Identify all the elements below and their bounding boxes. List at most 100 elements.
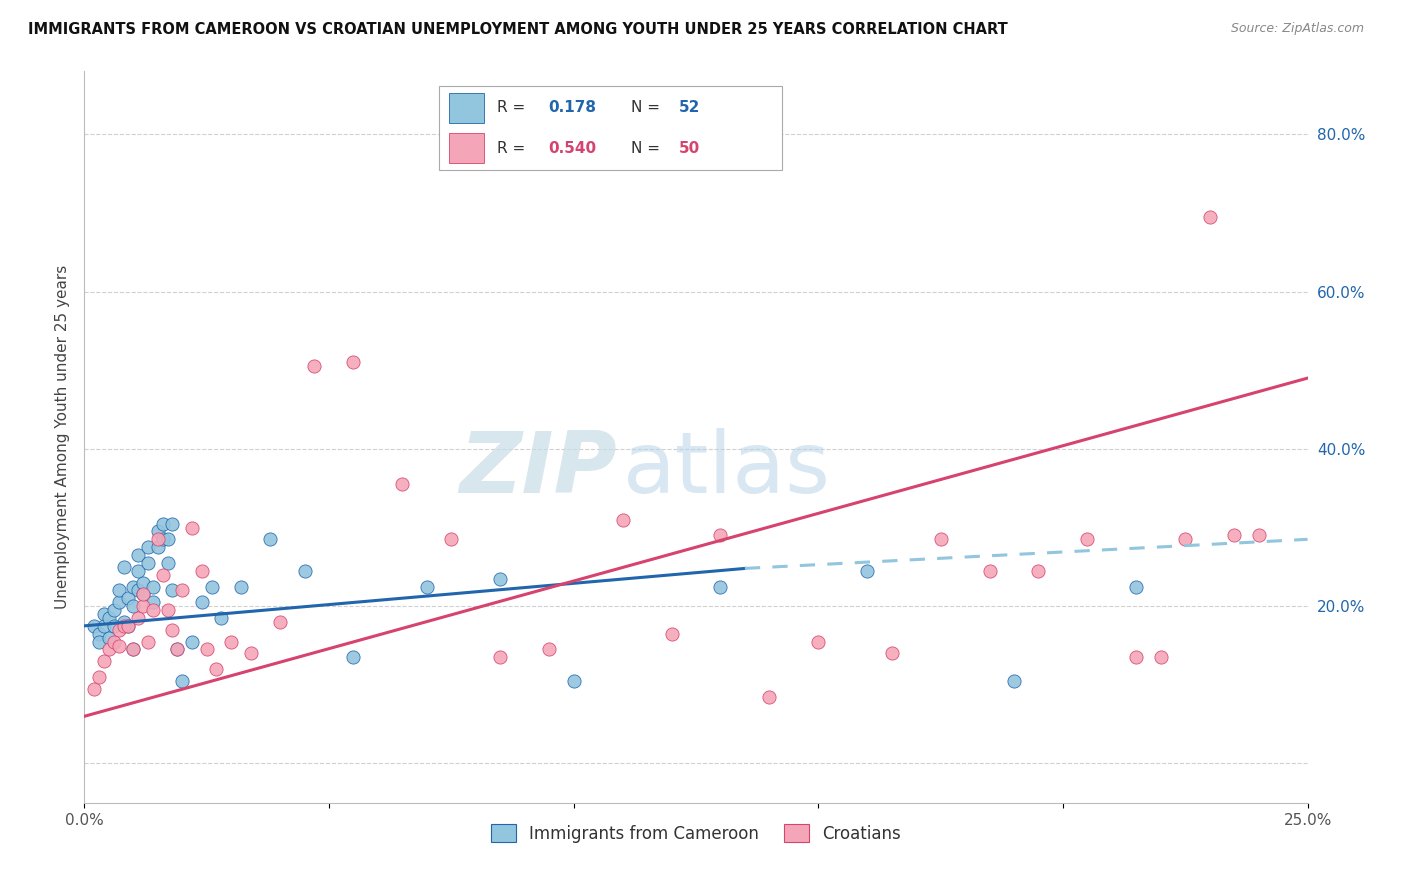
Point (146, 540, 169, 554)
Point (112, 559, 135, 574)
Point (107, 583, 129, 598)
Point (162, 583, 184, 598)
Y-axis label: Unemployment Among Youth under 25 years: Unemployment Among Youth under 25 years (55, 265, 70, 609)
Point (661, 626, 683, 640)
Point (107, 623, 129, 637)
Point (1198, 210, 1220, 224)
Point (979, 564, 1001, 578)
Point (142, 603, 165, 617)
Point (205, 662, 228, 676)
Point (93, 607, 115, 621)
Point (103, 619, 125, 633)
Point (1174, 533, 1197, 547)
Point (562, 673, 585, 688)
Point (156, 533, 179, 547)
Point (97, 611, 120, 625)
Point (181, 520, 204, 534)
Point (612, 513, 634, 527)
Point (269, 615, 291, 629)
Point (1125, 580, 1147, 594)
Point (709, 528, 731, 542)
Point (880, 646, 903, 660)
Point (103, 603, 125, 617)
Point (117, 619, 139, 633)
Point (1247, 528, 1270, 542)
Point (132, 587, 155, 601)
Point (856, 564, 879, 578)
Point (391, 477, 413, 491)
Point (166, 642, 188, 657)
Point (93, 654, 115, 668)
Point (97, 631, 120, 645)
Point (156, 556, 179, 570)
Point (127, 564, 149, 578)
Legend: Immigrants from Cameroon, Croatians: Immigrants from Cameroon, Croatians (484, 818, 908, 849)
Point (1223, 528, 1246, 542)
Point (416, 580, 439, 594)
Point (929, 533, 952, 547)
Point (156, 603, 179, 617)
Point (146, 524, 169, 539)
Text: atlas: atlas (623, 428, 831, 511)
Point (83, 619, 105, 633)
Point (709, 580, 731, 594)
Point (122, 642, 145, 657)
Point (107, 639, 129, 653)
Point (342, 355, 364, 369)
Point (181, 634, 204, 648)
Point (191, 595, 214, 609)
Point (127, 583, 149, 598)
Text: ZIP: ZIP (458, 428, 616, 511)
Point (162, 516, 184, 531)
Point (132, 587, 155, 601)
Point (127, 548, 149, 562)
Point (152, 567, 174, 582)
Point (136, 634, 159, 648)
Point (87, 670, 110, 684)
Point (1002, 673, 1025, 688)
Point (538, 642, 561, 657)
Point (132, 599, 155, 614)
Point (112, 615, 135, 629)
Point (122, 580, 145, 594)
Point (142, 580, 165, 594)
Point (191, 564, 214, 578)
Point (112, 619, 135, 633)
Point (127, 611, 149, 625)
Point (132, 575, 155, 590)
Point (103, 634, 125, 648)
Point (142, 595, 165, 609)
Point (259, 533, 281, 547)
Point (239, 646, 262, 660)
Point (294, 564, 316, 578)
Point (97, 642, 120, 657)
Text: IMMIGRANTS FROM CAMEROON VS CROATIAN UNEMPLOYMENT AMONG YOUTH UNDER 25 YEARS COR: IMMIGRANTS FROM CAMEROON VS CROATIAN UNE… (28, 22, 1008, 37)
Point (172, 583, 194, 598)
Point (489, 572, 512, 586)
Point (807, 634, 830, 648)
Point (107, 595, 129, 609)
Point (93, 619, 115, 633)
Point (489, 650, 512, 665)
Point (440, 533, 463, 547)
Point (146, 533, 169, 547)
Point (195, 642, 218, 657)
Point (209, 611, 232, 625)
Point (166, 642, 188, 657)
Point (758, 690, 780, 704)
Point (1125, 650, 1147, 665)
Point (87, 634, 110, 648)
Point (342, 650, 364, 665)
Point (117, 619, 139, 633)
Point (200, 580, 222, 594)
Point (152, 533, 174, 547)
Text: Source: ZipAtlas.com: Source: ZipAtlas.com (1230, 22, 1364, 36)
Point (117, 591, 139, 606)
Point (172, 673, 194, 688)
Point (162, 623, 184, 637)
Point (122, 599, 145, 614)
Point (87, 626, 110, 640)
Point (229, 580, 252, 594)
Point (83, 681, 105, 696)
Point (136, 540, 159, 554)
